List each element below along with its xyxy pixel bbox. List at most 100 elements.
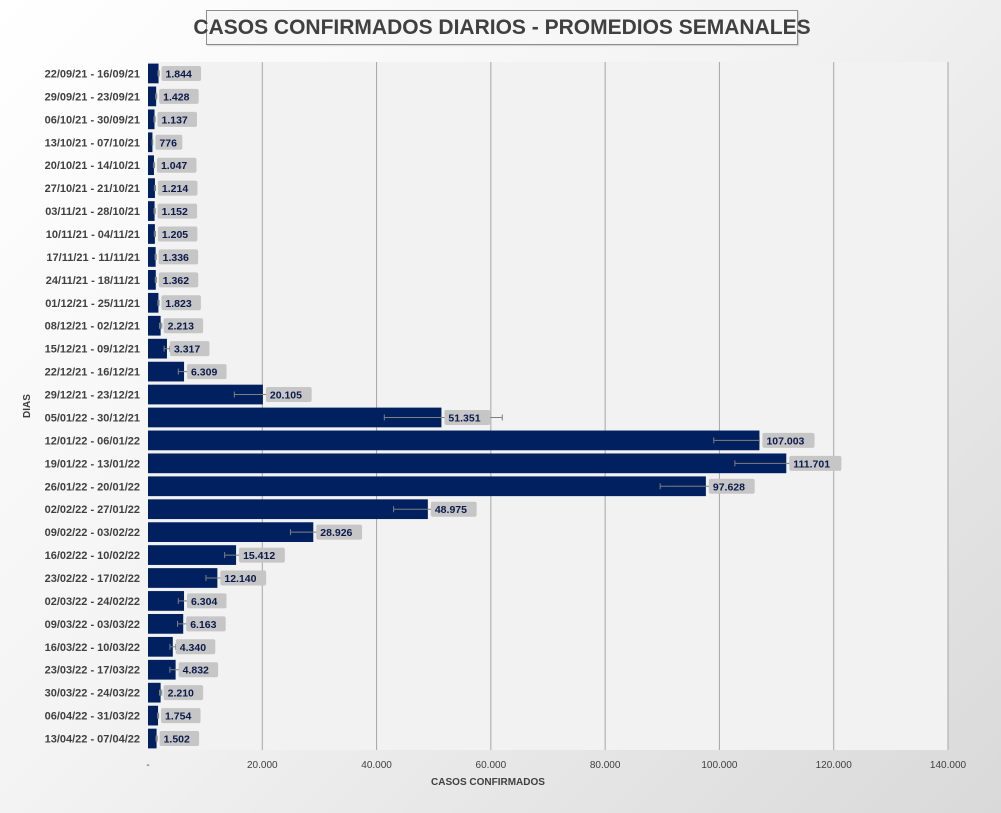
error-bar	[713, 437, 760, 444]
error-bar	[157, 299, 160, 306]
svg-text:1.137: 1.137	[161, 114, 187, 126]
data-label: 3.317	[169, 341, 210, 357]
category-label: 29/12/21 - 23/12/21	[45, 390, 140, 402]
bars	[148, 63, 787, 749]
chart-title-box: CASOS CONFIRMADOS DIARIOS - PROMEDIOS SE…	[193, 10, 811, 45]
svg-text:111.701: 111.701	[793, 458, 830, 470]
bar	[148, 453, 787, 474]
svg-text:107.003: 107.003	[766, 435, 804, 447]
data-label: 1.428	[159, 88, 199, 104]
x-tick-label: 100.000	[701, 760, 738, 771]
plot-area	[148, 62, 948, 750]
category-label: 02/02/22 - 27/01/22	[45, 504, 140, 516]
data-label: 1.137	[157, 111, 197, 127]
svg-text:776: 776	[159, 137, 177, 149]
bar	[148, 315, 161, 336]
data-label: 2.213	[163, 318, 204, 334]
data-label: 1.362	[158, 272, 199, 288]
bar	[148, 384, 263, 405]
error-bar	[152, 162, 156, 169]
bar	[148, 63, 159, 84]
bar	[148, 201, 155, 221]
error-bar	[157, 70, 160, 77]
data-label: 1.205	[157, 226, 198, 242]
data-label: 51.351	[444, 409, 491, 425]
category-label: 02/03/22 - 24/02/22	[45, 596, 140, 608]
category-label: 10/11/21 - 04/11/21	[46, 229, 140, 241]
data-label: 15.412	[239, 547, 285, 563]
data-label: 1.047	[156, 157, 197, 173]
bar	[148, 109, 155, 130]
category-label: 06/10/21 - 30/09/21	[45, 114, 140, 126]
category-label: 13/10/21 - 07/10/21	[45, 137, 140, 149]
error-bar	[159, 322, 163, 329]
bar	[148, 705, 159, 726]
x-tick-label: 140.000	[930, 760, 967, 771]
bar	[148, 476, 706, 497]
category-label: 16/03/22 - 10/03/22	[45, 642, 140, 654]
bar	[148, 155, 154, 176]
bar	[148, 522, 314, 542]
data-label: 111.701	[789, 455, 842, 471]
data-label: 48.975	[430, 501, 477, 517]
error-bar	[169, 643, 177, 650]
x-tick-label: -	[146, 760, 149, 771]
data-label: 1.823	[161, 295, 201, 311]
error-bar	[154, 253, 157, 260]
svg-text:1.844: 1.844	[166, 68, 192, 80]
data-label: 97.628	[708, 478, 755, 494]
svg-text:2.210: 2.210	[168, 688, 194, 700]
x-tick-labels: - 20.000 40.000 60.000 80.000 100.000 120.000 1…	[146, 760, 966, 771]
svg-text:28.926: 28.926	[320, 527, 352, 539]
svg-text:97.628: 97.628	[713, 481, 745, 493]
data-label: 1.502	[159, 731, 200, 747]
svg-text:1.823: 1.823	[165, 298, 191, 310]
bar	[148, 659, 176, 680]
bar	[148, 728, 157, 749]
error-bar	[151, 139, 154, 146]
bar	[148, 407, 442, 428]
category-label: 01/12/21 - 25/11/21	[45, 298, 140, 310]
x-tick-label: 40.000	[361, 760, 392, 771]
bar	[148, 499, 428, 520]
category-label: 29/09/21 - 23/09/21	[45, 91, 140, 103]
svg-text:51.351: 51.351	[448, 412, 480, 424]
data-label: 20.105	[265, 387, 312, 403]
svg-text:1.754: 1.754	[165, 711, 191, 723]
svg-text:1.428: 1.428	[163, 91, 189, 103]
svg-text:1.152: 1.152	[162, 206, 188, 218]
x-tick-label: 80.000	[590, 760, 621, 771]
x-tick-label: 120.000	[816, 760, 853, 771]
data-label: 4.832	[178, 662, 219, 678]
error-bar	[163, 345, 171, 352]
svg-text:20.105: 20.105	[270, 390, 302, 402]
error-bar	[153, 208, 156, 215]
bar	[148, 568, 218, 588]
category-labels: 22/09/21 - 16/09/21 29/09/21 - 23/09/21 06…	[45, 68, 140, 745]
category-label: 15/12/21 - 09/12/21	[45, 344, 140, 356]
data-label: 6.309	[187, 364, 227, 380]
bar	[148, 614, 184, 634]
data-labels: 1.844 1.428 1.137 776 1.047 1.214 1.152 1.205 1.…	[155, 65, 842, 747]
bar	[148, 636, 173, 657]
data-label: 28.926	[316, 524, 363, 540]
category-label: 06/04/22 - 31/03/22	[45, 711, 140, 723]
svg-text:12.140: 12.140	[224, 573, 256, 585]
category-label: 19/01/22 - 13/01/22	[45, 458, 140, 470]
data-label: 107.003	[762, 432, 815, 448]
error-bar	[156, 712, 160, 719]
bar	[148, 591, 185, 611]
bar	[148, 247, 156, 267]
data-label: 776	[155, 134, 183, 150]
error-bar	[153, 231, 156, 237]
category-label: 09/02/22 - 03/02/22	[45, 527, 140, 539]
error-bar	[158, 689, 163, 696]
category-label: 08/12/21 - 02/12/21	[45, 321, 140, 333]
category-label: 23/03/22 - 17/03/22	[45, 665, 140, 677]
data-label: 1.336	[158, 249, 199, 265]
data-label: 1.844	[161, 65, 202, 81]
data-label: 4.340	[175, 639, 216, 655]
category-label: 20/10/21 - 14/10/21	[45, 160, 140, 172]
svg-text:4.832: 4.832	[183, 665, 209, 677]
